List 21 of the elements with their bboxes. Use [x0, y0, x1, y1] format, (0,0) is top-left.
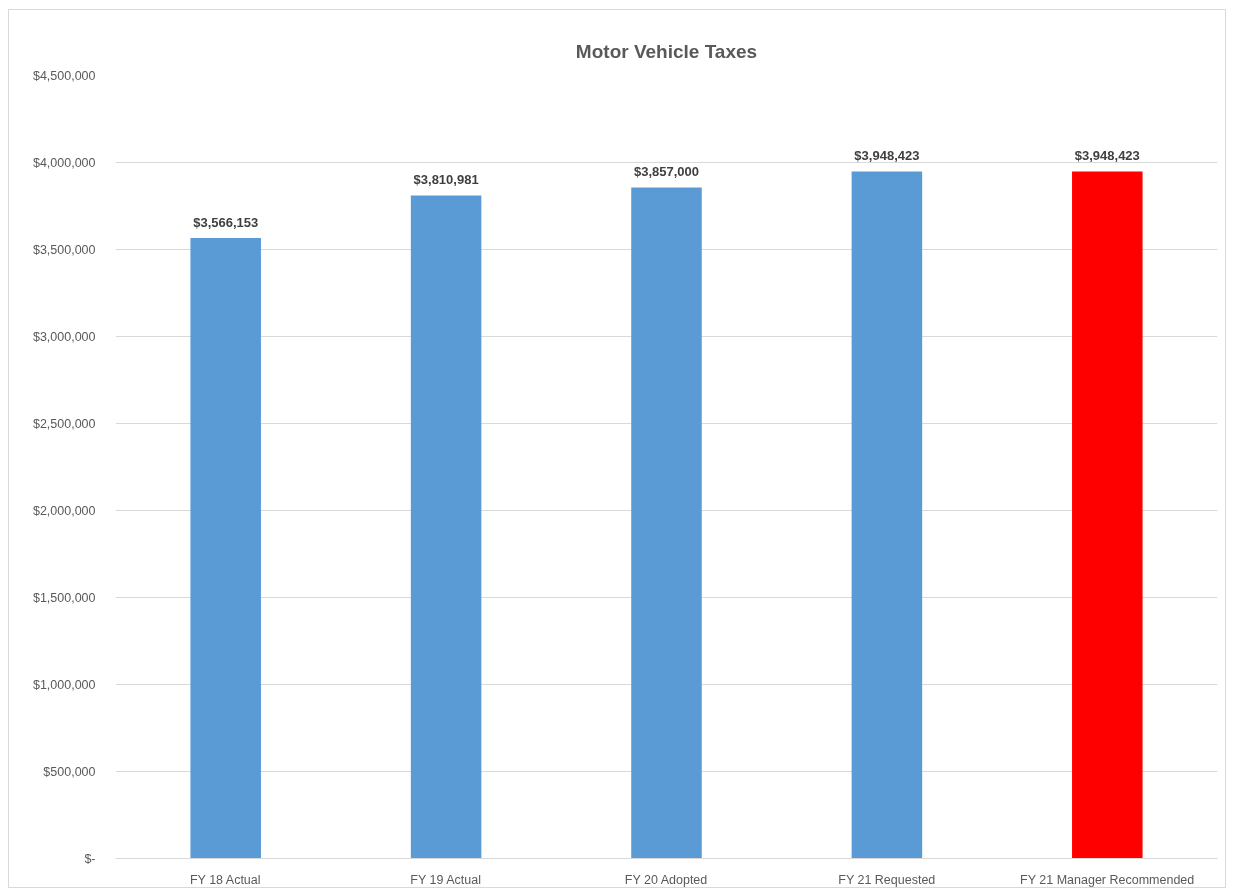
data-label: $3,810,981	[413, 172, 479, 188]
x-tick-label: FY 21 Requested	[838, 872, 936, 887]
y-tick-label: $1,000,000	[32, 677, 96, 692]
y-tick-label: $3,000,000	[32, 329, 96, 344]
x-tick-label: FY 18 Actual	[189, 872, 261, 887]
y-tick-label: $3,500,000	[32, 242, 96, 257]
y-tick-label: $1,500,000	[32, 590, 96, 605]
y-tick-label: $2,000,000	[32, 503, 96, 518]
data-label: $3,857,000	[633, 164, 700, 180]
data-label: $3,948,423	[854, 148, 920, 164]
x-tick-label: FY 21 Manager Recommended	[1020, 872, 1195, 887]
x-tick-label: FY 20 Adopted	[624, 872, 708, 887]
chart-title: Motor Vehicle Taxes	[575, 41, 758, 62]
x-tick-label: FY 19 Actual	[410, 872, 481, 887]
y-tick-label: $-	[84, 851, 96, 866]
y-tick-label: $4,000,000	[32, 155, 96, 170]
y-tick-label: $4,500,000	[32, 68, 96, 83]
y-tick-label: $2,500,000	[32, 416, 96, 431]
y-tick-label: $500,000	[43, 764, 96, 779]
data-label: $3,948,423	[1074, 148, 1140, 164]
data-label: $3,566,153	[193, 214, 259, 230]
